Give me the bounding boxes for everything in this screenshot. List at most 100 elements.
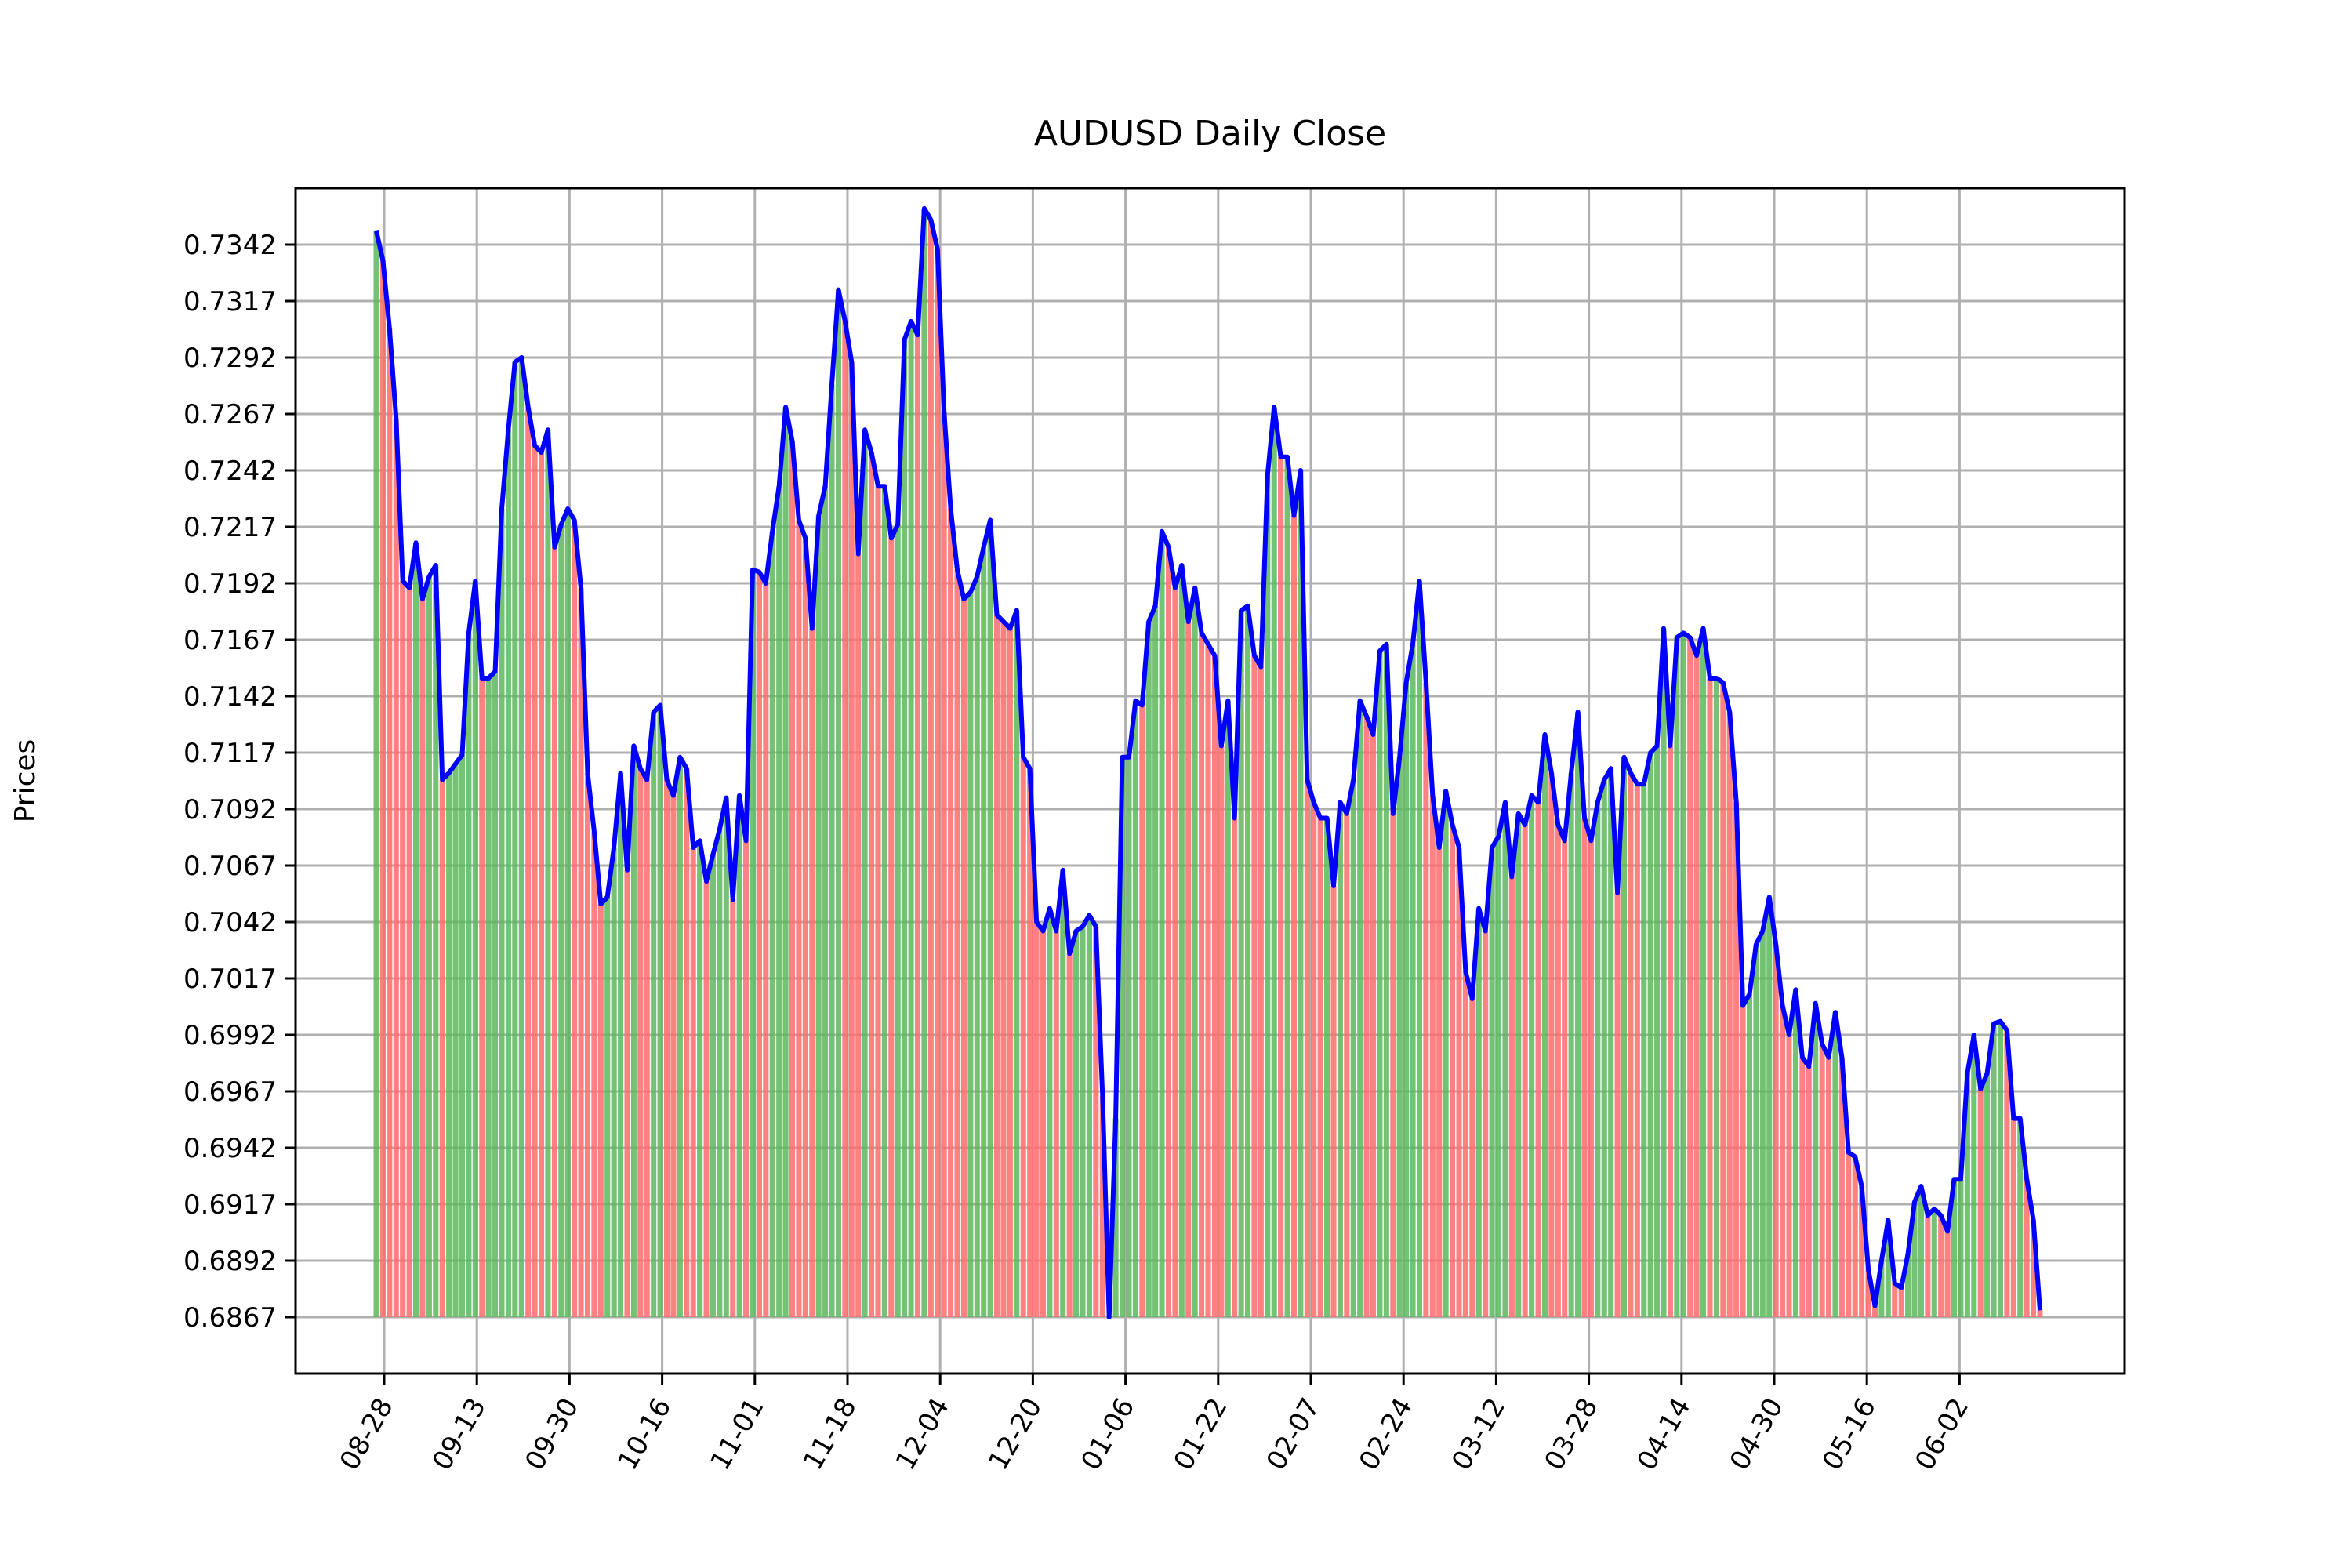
bar xyxy=(881,486,887,1318)
bar xyxy=(1799,1057,1806,1317)
bar xyxy=(1878,1261,1885,1317)
bar xyxy=(400,581,406,1317)
bar xyxy=(492,671,499,1317)
bar xyxy=(743,840,750,1317)
bar xyxy=(572,520,578,1317)
bar xyxy=(967,592,974,1317)
y-tick-label: 0.6892 xyxy=(183,1246,277,1277)
bar xyxy=(941,412,947,1317)
bar xyxy=(1713,677,1719,1317)
bar xyxy=(994,615,1000,1317)
bar xyxy=(1938,1215,1944,1317)
y-tick-label: 0.7067 xyxy=(183,851,277,882)
y-tick-label: 0.7267 xyxy=(183,399,277,430)
bar xyxy=(558,524,564,1317)
bar xyxy=(1773,944,1779,1317)
bar xyxy=(1859,1185,1865,1317)
bar xyxy=(1680,633,1686,1317)
bar xyxy=(1152,605,1159,1317)
bar xyxy=(505,430,511,1318)
plot-frame xyxy=(294,187,2126,1375)
bar xyxy=(1971,1035,1977,1317)
bar xyxy=(1330,885,1337,1317)
bar xyxy=(927,220,934,1317)
bar xyxy=(855,554,862,1317)
bar xyxy=(1047,908,1053,1317)
bar xyxy=(433,564,439,1317)
bar xyxy=(1377,651,1383,1317)
bar xyxy=(1991,1023,1997,1317)
bar xyxy=(1674,637,1680,1317)
bar xyxy=(1475,908,1482,1317)
bar xyxy=(1918,1185,1924,1317)
bar xyxy=(1925,1215,1931,1317)
bar xyxy=(1403,682,1410,1317)
bar xyxy=(1726,712,1733,1317)
bar xyxy=(1443,790,1449,1317)
bar xyxy=(479,677,485,1317)
bar xyxy=(1007,628,1013,1317)
bar xyxy=(630,746,637,1317)
bar xyxy=(1396,757,1403,1317)
bar xyxy=(1588,840,1594,1317)
bar xyxy=(1165,546,1172,1317)
bar xyxy=(604,897,611,1317)
bar xyxy=(532,445,538,1317)
y-tick-label: 0.7092 xyxy=(183,794,277,826)
bar xyxy=(1667,746,1673,1317)
bar xyxy=(1555,825,1561,1317)
bar xyxy=(406,587,412,1317)
bar xyxy=(960,599,967,1317)
bar xyxy=(2004,1030,2010,1317)
y-tick-label: 0.7317 xyxy=(183,286,277,318)
y-tick-label: 0.7017 xyxy=(183,964,277,995)
bar xyxy=(1258,666,1264,1317)
bar xyxy=(1000,621,1007,1317)
bar xyxy=(1211,655,1218,1317)
bar xyxy=(1746,994,1753,1317)
bar xyxy=(875,486,881,1318)
bar xyxy=(1977,1089,1984,1317)
bar xyxy=(1628,772,1634,1317)
bar xyxy=(914,335,921,1318)
bar xyxy=(1647,753,1653,1317)
y-tick-label: 0.6942 xyxy=(183,1133,277,1164)
bar xyxy=(1753,944,1759,1317)
bar xyxy=(1911,1202,1918,1317)
bar xyxy=(419,599,426,1317)
bar xyxy=(439,779,445,1317)
y-tick-label: 0.7292 xyxy=(183,343,277,374)
bar xyxy=(677,757,683,1317)
bar xyxy=(1099,1095,1105,1317)
bar xyxy=(1522,825,1528,1317)
bar xyxy=(1192,587,1198,1317)
bar xyxy=(2037,1310,2043,1317)
bar xyxy=(1502,802,1508,1317)
bar xyxy=(1040,931,1047,1317)
bar xyxy=(710,854,716,1317)
bar xyxy=(763,583,769,1317)
bar xyxy=(981,546,987,1317)
bar xyxy=(459,754,466,1317)
bar xyxy=(895,524,901,1317)
bar xyxy=(1759,931,1766,1317)
bar xyxy=(466,633,472,1317)
bar xyxy=(1232,818,1238,1317)
bar xyxy=(1145,621,1152,1317)
bar xyxy=(551,546,557,1317)
y-tick-label: 0.7217 xyxy=(183,512,277,543)
bar xyxy=(1238,610,1244,1317)
bar xyxy=(1885,1220,1891,1317)
bar xyxy=(848,361,855,1317)
bar xyxy=(1324,818,1330,1317)
bar xyxy=(1278,456,1284,1317)
bar xyxy=(1126,757,1132,1317)
bar xyxy=(624,869,630,1317)
bar xyxy=(1766,897,1773,1317)
bar xyxy=(1641,784,1647,1317)
bar xyxy=(1489,847,1495,1317)
bar xyxy=(1172,587,1178,1317)
bar xyxy=(412,543,419,1317)
bar xyxy=(2031,1220,2037,1317)
bar xyxy=(935,249,941,1317)
